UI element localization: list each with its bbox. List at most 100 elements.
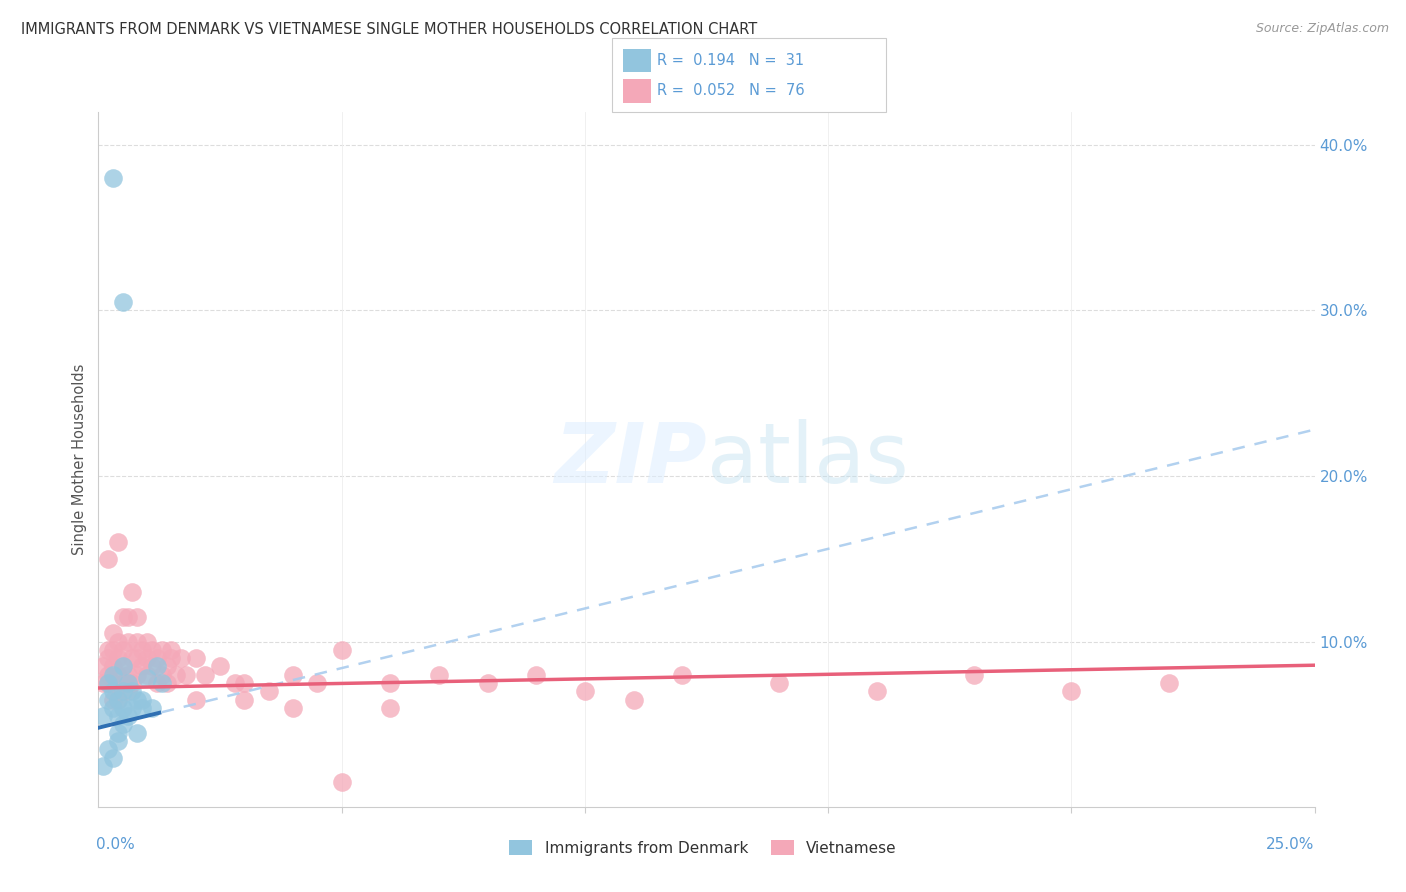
Text: 25.0%: 25.0% [1267, 837, 1315, 852]
Point [101, 659, 124, 673]
Point [111, 659, 134, 673]
Point [131, 643, 153, 657]
Point [170, 651, 193, 665]
Point [127, 692, 149, 706]
Point [101, 750, 124, 764]
Point [155, 659, 177, 673]
Point [117, 609, 139, 624]
Point [117, 684, 139, 698]
Point [380, 701, 402, 715]
Point [121, 651, 143, 665]
Text: IMMIGRANTS FROM DENMARK VS VIETNAMESE SINGLE MOTHER HOUSEHOLDS CORRELATION CHART: IMMIGRANTS FROM DENMARK VS VIETNAMESE SI… [21, 22, 758, 37]
Point [209, 659, 232, 673]
Text: R =  0.052   N =  76: R = 0.052 N = 76 [657, 84, 804, 98]
Point [330, 643, 353, 657]
Point [111, 609, 134, 624]
Point [477, 676, 499, 690]
Point [97, 643, 120, 657]
Point [136, 634, 159, 648]
Point [107, 667, 129, 681]
Point [963, 667, 986, 681]
Y-axis label: Single Mother Households: Single Mother Households [72, 364, 87, 555]
Point [91, 709, 114, 723]
Point [111, 701, 134, 715]
Point [111, 676, 134, 690]
Point [1157, 676, 1180, 690]
Point [307, 676, 329, 690]
Point [91, 659, 114, 673]
Point [97, 692, 120, 706]
Point [127, 609, 149, 624]
Point [101, 692, 124, 706]
Point [117, 667, 139, 681]
Point [117, 634, 139, 648]
Point [233, 692, 256, 706]
Point [91, 759, 114, 773]
Point [136, 671, 159, 685]
Point [97, 651, 120, 665]
Point [107, 692, 129, 706]
Point [136, 651, 159, 665]
Point [121, 684, 143, 698]
Point [111, 717, 134, 731]
Point [101, 701, 124, 715]
Point [671, 667, 693, 681]
Text: atlas: atlas [707, 419, 908, 500]
Point [150, 643, 173, 657]
Point [281, 701, 304, 715]
Point [117, 709, 139, 723]
Text: R =  0.194   N =  31: R = 0.194 N = 31 [657, 54, 804, 68]
Point [146, 676, 169, 690]
Point [127, 634, 149, 648]
Point [146, 651, 169, 665]
Text: 0.0%: 0.0% [96, 837, 135, 852]
Point [281, 667, 304, 681]
Point [111, 684, 134, 698]
Point [866, 684, 889, 698]
Point [131, 692, 153, 706]
Point [101, 170, 124, 185]
Point [97, 551, 120, 566]
Point [101, 626, 124, 640]
Point [330, 775, 353, 789]
Point [107, 535, 129, 549]
Point [101, 676, 124, 690]
Point [127, 651, 149, 665]
Point [768, 676, 790, 690]
Point [174, 667, 197, 681]
Point [146, 659, 169, 673]
Point [107, 709, 129, 723]
Point [574, 684, 596, 698]
Point [257, 684, 280, 698]
Legend: Immigrants from Denmark, Vietnamese: Immigrants from Denmark, Vietnamese [503, 834, 903, 862]
Point [150, 667, 173, 681]
Point [97, 676, 120, 690]
Point [160, 643, 183, 657]
Point [224, 676, 246, 690]
Point [524, 667, 547, 681]
Point [121, 701, 143, 715]
Point [107, 651, 129, 665]
Point [427, 667, 450, 681]
Point [121, 676, 143, 690]
Point [194, 667, 217, 681]
Point [111, 295, 134, 310]
Point [127, 725, 149, 739]
Point [184, 692, 207, 706]
Point [121, 585, 143, 599]
Point [107, 692, 129, 706]
Text: Source: ZipAtlas.com: Source: ZipAtlas.com [1256, 22, 1389, 36]
Point [623, 692, 645, 706]
Point [160, 651, 183, 665]
Point [150, 676, 173, 690]
Point [101, 667, 124, 681]
Text: ZIP: ZIP [554, 419, 707, 500]
Point [136, 667, 159, 681]
Point [101, 643, 124, 657]
Point [107, 725, 129, 739]
Point [141, 701, 163, 715]
Point [131, 701, 153, 715]
Point [97, 676, 120, 690]
Point [97, 667, 120, 681]
Point [131, 659, 153, 673]
